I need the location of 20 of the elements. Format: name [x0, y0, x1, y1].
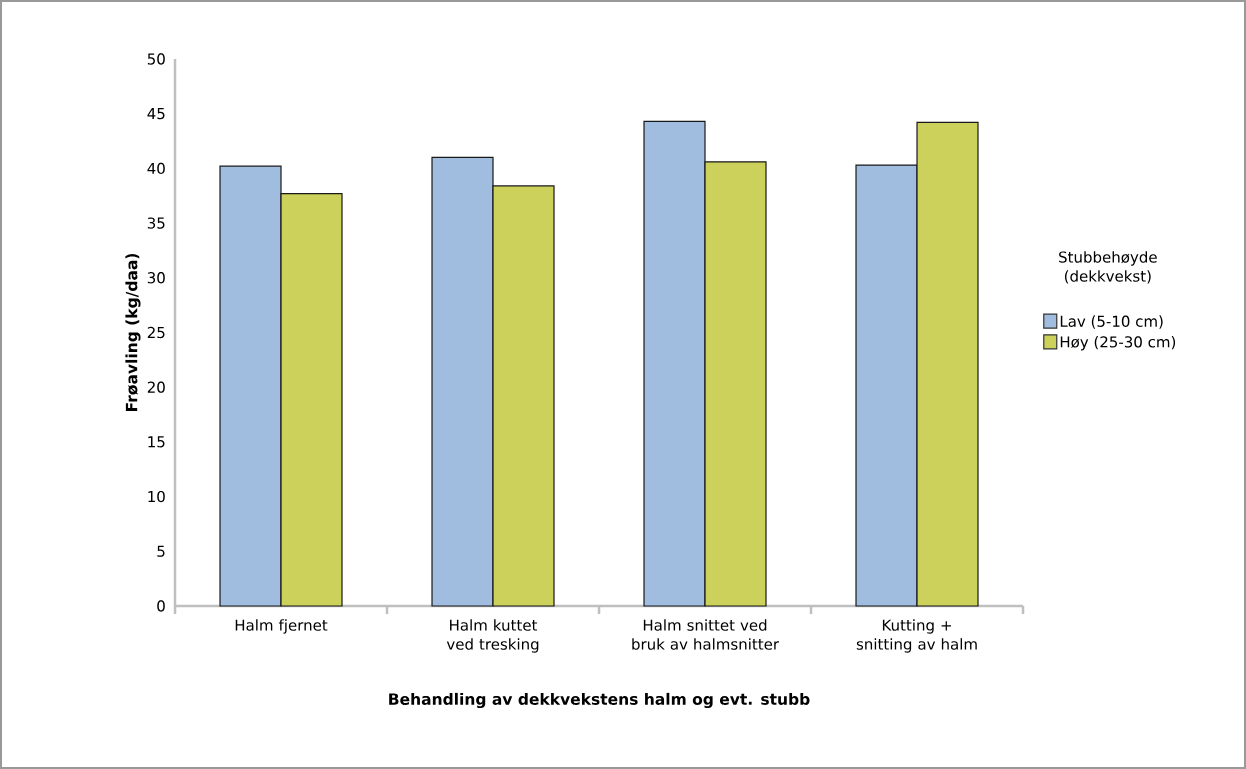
y-tick-label: 40 [147, 162, 165, 175]
x-tick-label: Kutting + snitting av halm [856, 619, 977, 653]
y-axis-title: Frøavling (kg/daa) [125, 253, 141, 411]
x-tick-label: Halm snittet ved bruk av halmsnitter [632, 619, 780, 650]
y-tick-label: 25 [147, 326, 165, 339]
legend-title: Stubbehøyde (dekkvekst) [1059, 251, 1157, 284]
y-tick-label: 20 [147, 381, 165, 393]
x-tick-label: Halm kuttet ved tresking [446, 619, 539, 653]
y-tick-label: 10 [148, 490, 165, 503]
y-tick-label: 50 [147, 53, 165, 65]
y-tick-label: 35 [147, 217, 165, 229]
y-tick-label: 5 [157, 545, 165, 557]
y-tick-label: 0 [157, 600, 165, 612]
legend-label: Lav (5-10 cm) [1060, 315, 1163, 329]
y-tick-label: 15 [148, 436, 165, 448]
legend-label: Høy (25-30 cm) [1060, 335, 1176, 351]
x-axis-title: Behandling av dekkvekstens halm og evt. stubb [389, 692, 810, 709]
y-tick-label: 30 [147, 272, 165, 284]
x-tick-label: Halm fjernet [235, 619, 328, 634]
y-tick-label: 45 [147, 108, 165, 120]
